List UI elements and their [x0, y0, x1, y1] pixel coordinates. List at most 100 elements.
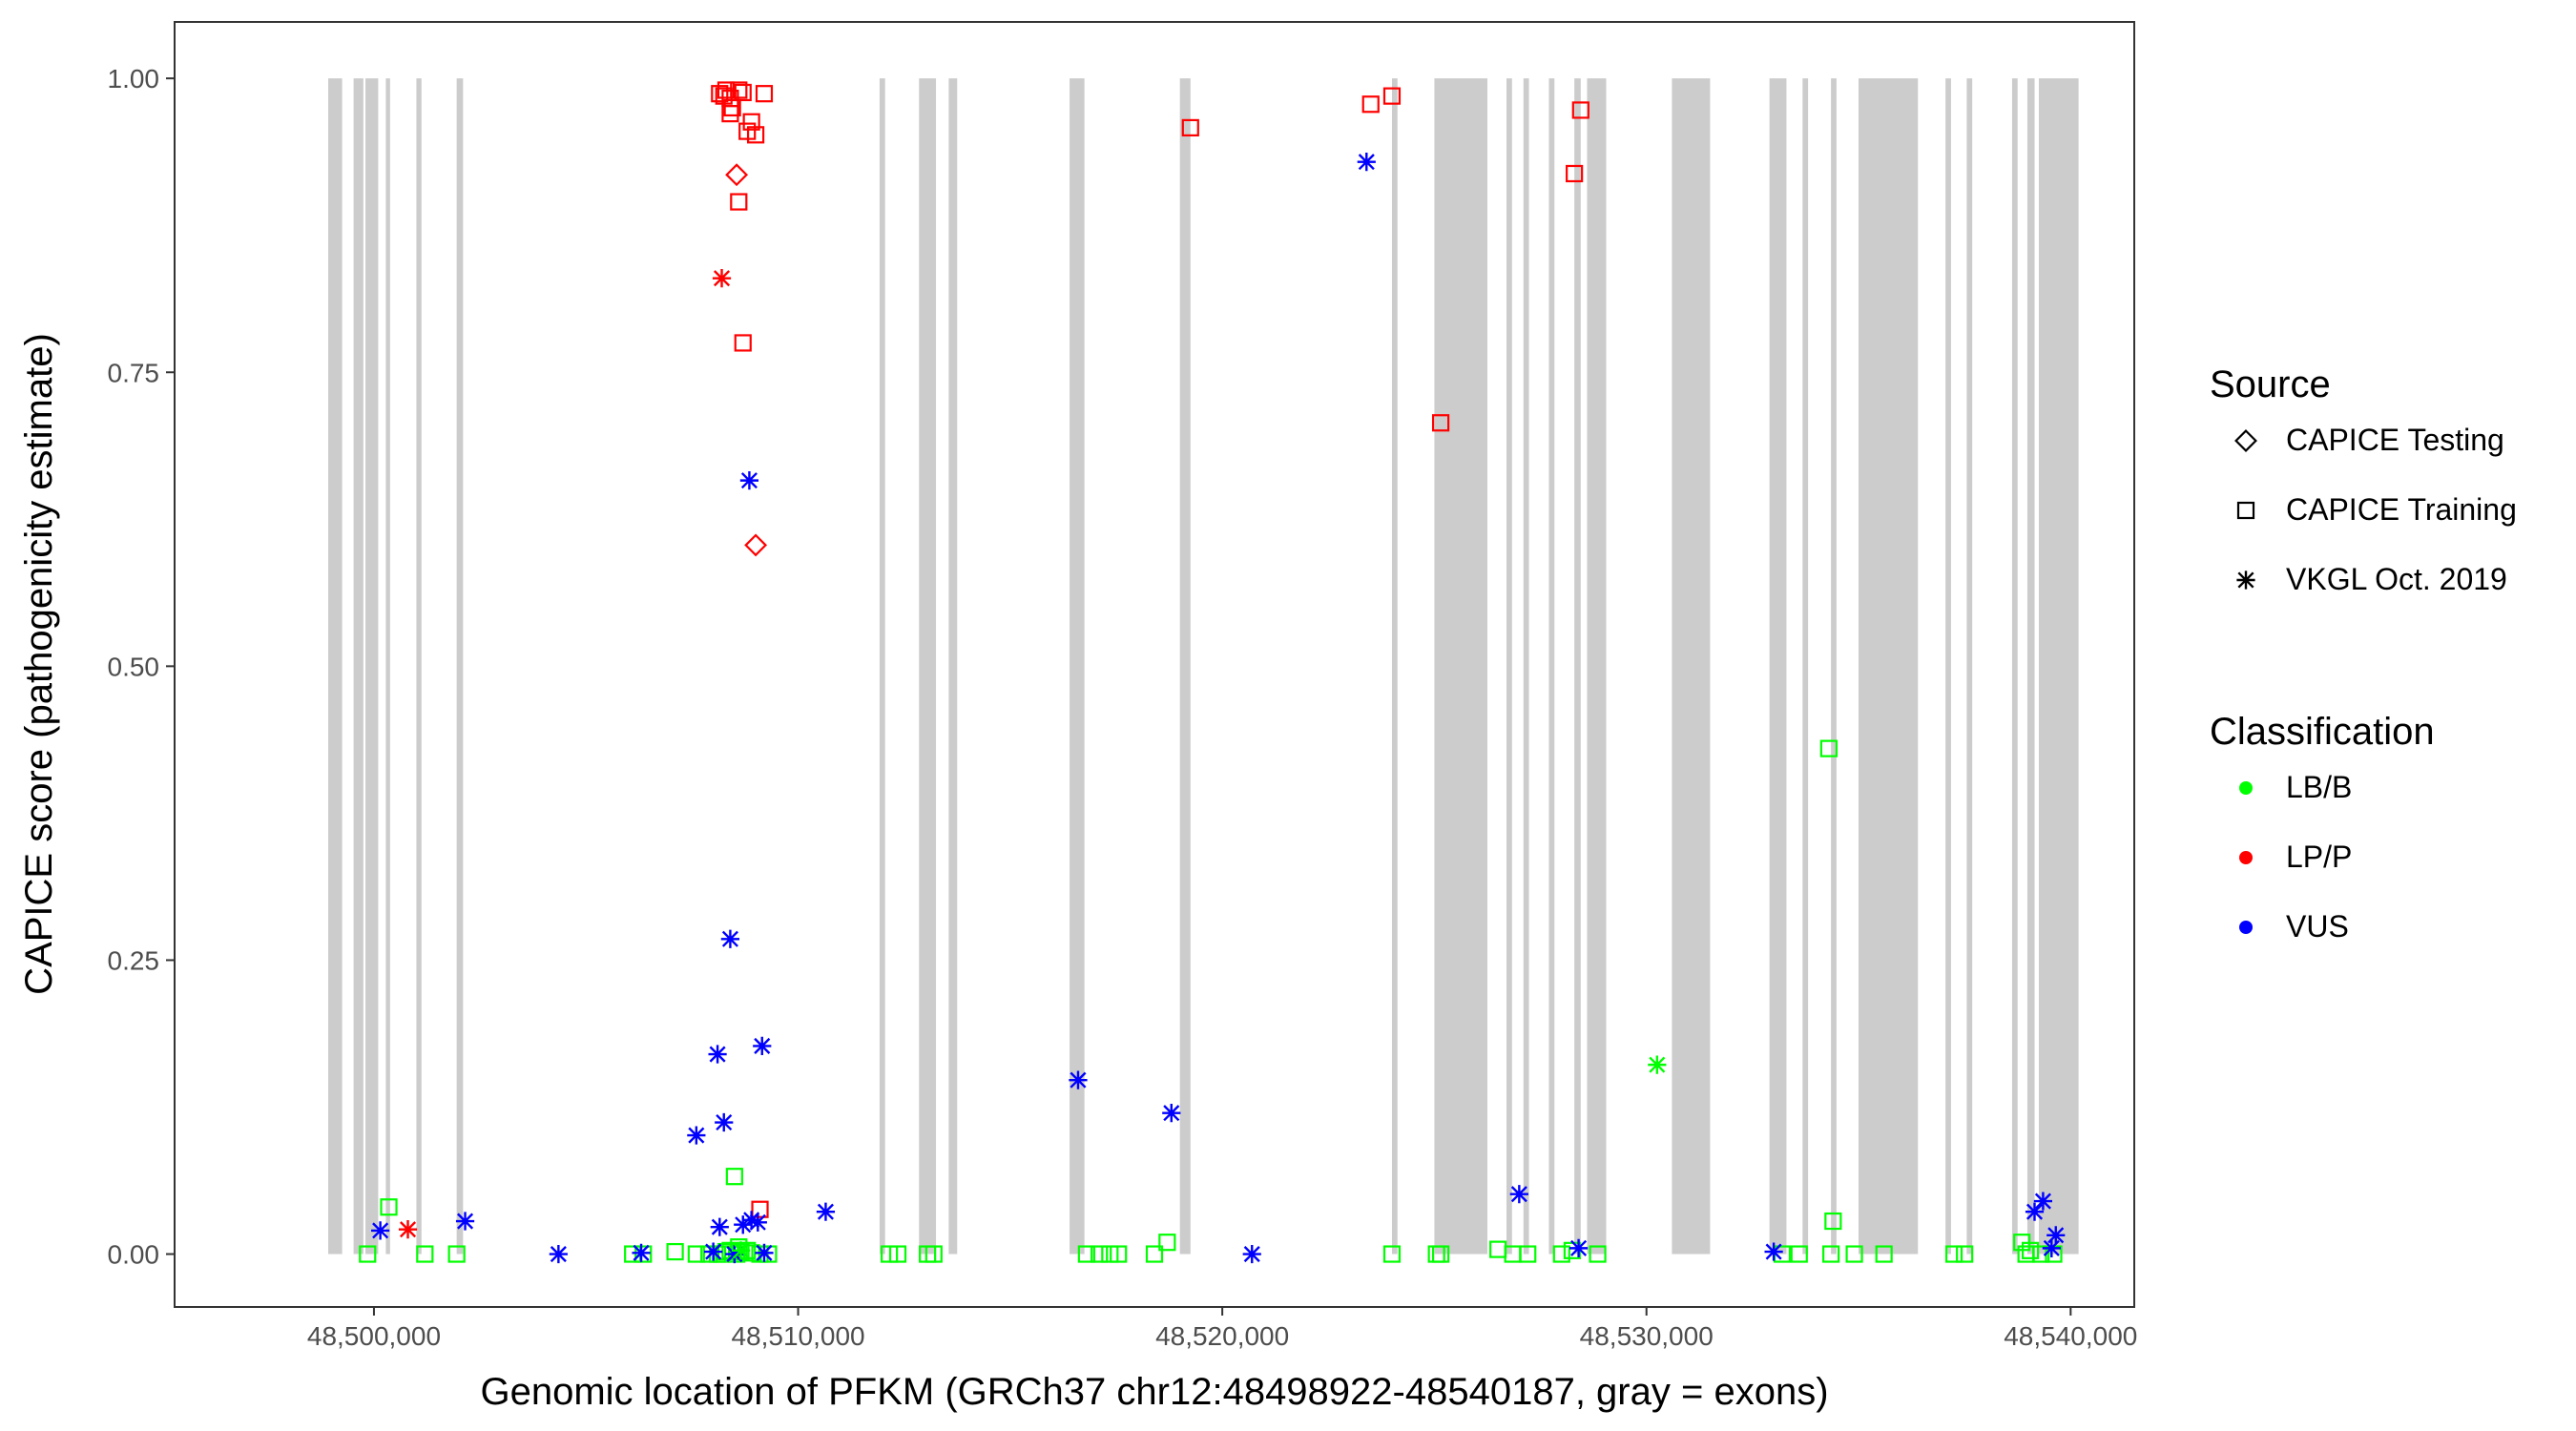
data-point: [755, 85, 774, 103]
data-point: [1648, 1055, 1667, 1074]
legend-label: CAPICE Testing: [2286, 423, 2504, 457]
data-point: [1077, 1245, 1095, 1263]
y-tick-label: 0.75: [108, 358, 160, 387]
data-point: [731, 1241, 751, 1260]
data-point: [1822, 1245, 1840, 1263]
data-point: [730, 193, 748, 211]
x-tick-label: 48,530,000: [1580, 1321, 1714, 1351]
data-point: [1519, 1245, 1537, 1263]
data-point: [1431, 1245, 1450, 1263]
exon-band: [1391, 78, 1398, 1255]
data-point: [739, 471, 759, 490]
exon-band: [353, 78, 364, 1255]
data-point: [1956, 1245, 1974, 1263]
legend-label: VKGL Oct. 2019: [2286, 562, 2507, 596]
data-point: [725, 1244, 744, 1264]
y-tick-label: 0.00: [108, 1240, 160, 1270]
data-point: [1845, 1245, 1863, 1263]
data-point: [687, 1126, 706, 1145]
exon-band: [1945, 78, 1951, 1255]
data-point: [1091, 1245, 1109, 1263]
exon-band: [1859, 78, 1919, 1255]
data-point: [734, 1215, 753, 1234]
data-point: [1357, 153, 1376, 172]
data-point: [2033, 1192, 2053, 1211]
legend-label: VUS: [2286, 909, 2349, 944]
data-point: [723, 98, 741, 117]
data-point: [1509, 1185, 1528, 1204]
data-point: [2046, 1226, 2066, 1245]
legend-key: [2239, 781, 2253, 795]
data-point: [2025, 1202, 2045, 1221]
data-point: [1875, 1245, 1893, 1263]
data-point: [734, 83, 752, 102]
y-axis-title: CAPICE score (pathogenicity estimate): [18, 333, 60, 995]
data-point: [759, 1245, 778, 1263]
legend-label: CAPICE Training: [2286, 492, 2517, 527]
data-point: [748, 1213, 767, 1232]
data-point: [744, 533, 768, 557]
exon-band: [1769, 78, 1787, 1255]
exon-band: [1802, 78, 1809, 1255]
data-point: [447, 1245, 466, 1263]
x-tick-label: 48,520,000: [1155, 1321, 1289, 1351]
data-point: [720, 929, 740, 948]
y-axis: 0.00 0.25 0.50 0.75 1.00: [108, 64, 175, 1270]
data-point: [755, 1243, 774, 1262]
exon-band: [1523, 78, 1529, 1255]
data-point: [1145, 1245, 1164, 1263]
exon-band: [2026, 78, 2035, 1255]
data-point: [1589, 1245, 1607, 1263]
legend-key: [2236, 501, 2255, 520]
exon-band: [1587, 78, 1607, 1255]
exon-band: [1179, 78, 1191, 1255]
data-point: [1181, 118, 1199, 137]
legend-label: LP/P: [2286, 840, 2352, 874]
data-point: [1944, 1245, 1963, 1263]
data-point: [1382, 87, 1402, 105]
data-point: [711, 85, 729, 103]
data-point: [704, 1242, 723, 1261]
y-tick-label: 0.50: [108, 652, 160, 681]
x-tick-label: 48,540,000: [2004, 1321, 2137, 1351]
data-point: [1568, 1238, 1589, 1257]
exon-band: [1966, 78, 1973, 1255]
data-point: [1158, 1234, 1176, 1252]
data-point: [816, 1202, 836, 1221]
exon-band: [919, 78, 937, 1255]
exon-band: [1574, 78, 1581, 1255]
data-point: [751, 1200, 769, 1218]
data-point: [634, 1245, 653, 1263]
data-point: [666, 1242, 684, 1261]
data-point: [1571, 101, 1589, 119]
data-point: [1819, 739, 1838, 757]
exon-band: [1831, 78, 1837, 1255]
data-point: [687, 1245, 705, 1263]
data-point: [742, 1211, 761, 1230]
legend-label: LB/B: [2286, 770, 2352, 804]
exon-band: [1672, 78, 1711, 1255]
exon-band: [1548, 78, 1555, 1255]
data-point: [2042, 1238, 2061, 1257]
y-tick-label: 0.25: [108, 945, 160, 975]
data-point: [721, 105, 739, 123]
data-point: [715, 1112, 734, 1132]
data-point: [2021, 1241, 2040, 1259]
data-point: [632, 1243, 651, 1262]
data-point: [753, 1036, 772, 1056]
data-point: [359, 1245, 377, 1263]
data-point: [1242, 1244, 1261, 1264]
exon-band: [2038, 78, 2079, 1255]
exon-band: [385, 78, 390, 1255]
data-point: [2032, 1245, 2050, 1263]
x-tick-label: 48,500,000: [307, 1321, 441, 1351]
exon-band: [1434, 78, 1488, 1255]
data-point: [708, 1045, 727, 1064]
data-point: [1069, 1070, 1088, 1089]
data-point: [1790, 1245, 1808, 1263]
data-point: [416, 1245, 434, 1263]
exon-band: [1070, 78, 1085, 1255]
data-point: [1431, 414, 1450, 432]
data-point: [371, 1221, 390, 1240]
